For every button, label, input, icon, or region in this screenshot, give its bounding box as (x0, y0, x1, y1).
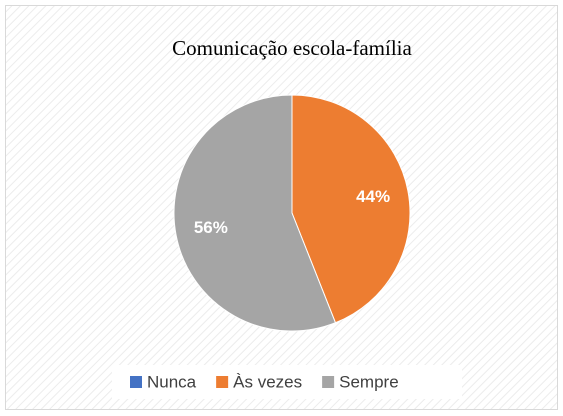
legend-swatch (130, 376, 142, 388)
legend-label: Nunca (147, 372, 197, 391)
legend-label: Sempre (339, 372, 399, 391)
legend-swatch (216, 376, 229, 388)
legend-box (112, 365, 462, 399)
chart-title: Comunicação escola-família (172, 36, 412, 60)
pie-slice (173, 94, 337, 332)
pie-slice (291, 94, 411, 324)
data-label: 44% (356, 187, 390, 206)
legend-swatch (322, 376, 335, 388)
data-label: 56% (194, 218, 228, 237)
legend-label: Às vezes (233, 372, 302, 391)
